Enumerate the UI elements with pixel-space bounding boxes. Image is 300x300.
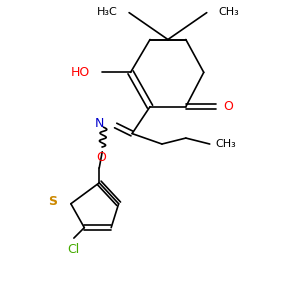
- Text: Cl: Cl: [68, 243, 80, 256]
- Text: N: N: [94, 117, 104, 130]
- Text: CH₃: CH₃: [216, 139, 236, 149]
- Text: CH₃: CH₃: [219, 7, 239, 17]
- Text: HO: HO: [71, 66, 90, 79]
- Text: O: O: [223, 100, 233, 113]
- Text: O: O: [96, 152, 106, 164]
- Text: S: S: [48, 195, 57, 208]
- Text: H₃C: H₃C: [96, 7, 117, 17]
